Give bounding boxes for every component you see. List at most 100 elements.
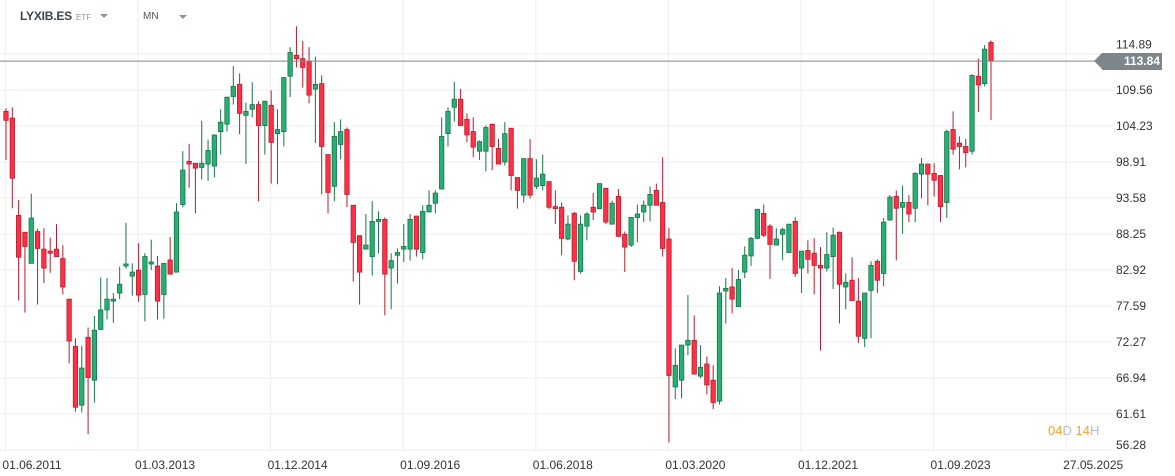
candle-body: [811, 252, 817, 266]
candle-body: [559, 206, 565, 239]
candle-body: [975, 75, 981, 86]
candle-body: [117, 283, 123, 294]
candle-body: [173, 211, 180, 273]
candle-down: [710, 365, 716, 410]
candle-up: [476, 140, 483, 160]
candle-body: [950, 129, 956, 150]
candle-up: [824, 232, 830, 272]
candle-body: [205, 150, 211, 165]
candle-down: [792, 217, 798, 277]
date-tick-label: 01.03.2013: [135, 458, 195, 472]
candle-body: [514, 177, 521, 191]
candle-body: [786, 223, 792, 253]
candle-body: [331, 135, 337, 187]
time-axis[interactable]: 01.06.2011 01.03.2013 01.12.2014 01.09.2016…: [2, 458, 1123, 472]
candle-up: [451, 81, 457, 122]
candle-body: [925, 163, 931, 175]
price-axis[interactable]: 114.89 109.56 104.23 98.91 93.58 88.25 82.92 77…: [1116, 38, 1153, 452]
candle-up: [918, 157, 925, 199]
candle-body: [16, 214, 22, 258]
chevron-down-icon[interactable]: [178, 14, 187, 19]
candle-body: [615, 196, 622, 237]
candle-down: [72, 338, 79, 412]
candle-up: [577, 215, 584, 274]
candle-up: [780, 227, 786, 261]
price-tick-label: 104.23: [1116, 119, 1153, 133]
candle-down: [319, 75, 325, 195]
symbol-name: LYXIB.ES: [20, 9, 72, 23]
candle-body: [609, 202, 615, 225]
candle-down: [691, 315, 697, 375]
chevron-down-icon[interactable]: [100, 14, 109, 18]
candle-down: [458, 89, 464, 126]
candle-body: [571, 212, 577, 262]
candle-up: [129, 263, 135, 296]
candle-up: [91, 316, 97, 403]
candle-down: [925, 163, 931, 206]
candle-up: [685, 295, 691, 356]
candle-body: [596, 183, 603, 210]
candle-body: [66, 298, 72, 342]
candle-body: [685, 339, 691, 346]
candle-down: [666, 228, 672, 443]
candle-body: [458, 98, 464, 126]
candle-body: [451, 98, 457, 108]
candle-body: [691, 339, 697, 375]
candle-body: [489, 123, 495, 147]
candle-body: [420, 210, 426, 253]
candle-down: [167, 236, 173, 275]
date-tick-label: 01.03.2020: [665, 458, 725, 472]
candle-body: [723, 287, 729, 292]
candle-body: [735, 279, 742, 307]
candle-up: [79, 345, 85, 413]
candle-body: [123, 263, 129, 267]
symbol-selector[interactable]: LYXIB.ES ETF: [20, 9, 109, 23]
candle-up: [117, 266, 123, 300]
candle-body: [855, 300, 861, 337]
candle-body: [79, 367, 85, 406]
candle-up: [483, 125, 489, 172]
candle-body: [426, 204, 432, 213]
candle-up: [944, 129, 950, 219]
candle-down: [300, 41, 306, 88]
candle-up: [388, 253, 394, 310]
candle-down: [761, 204, 767, 237]
candle-down: [622, 231, 628, 273]
current-price-tag: 113.84: [1094, 52, 1162, 70]
candle-up: [439, 117, 445, 190]
candle-body: [584, 213, 590, 227]
candle-body: [761, 212, 767, 236]
candle-down: [729, 268, 735, 314]
candle-up: [742, 246, 748, 279]
candle-up: [104, 278, 110, 320]
candle-up: [912, 172, 918, 223]
countdown-hours: 14: [1075, 423, 1090, 438]
timeframe-selector[interactable]: MN: [143, 11, 187, 22]
date-tick-label: 27.05.2025: [1063, 458, 1123, 472]
candle-down: [906, 195, 912, 223]
candle-body: [899, 202, 906, 208]
candle-down: [41, 228, 47, 283]
candle-up: [338, 119, 344, 160]
candle-up: [502, 122, 508, 166]
price-tick-label: 98.91: [1116, 155, 1146, 169]
candle-up: [754, 208, 760, 240]
candle-up: [697, 345, 704, 379]
candle-down: [660, 157, 666, 257]
candle-body: [312, 83, 318, 90]
candle-countdown: 04D 14H: [1048, 423, 1099, 438]
candle-body: [154, 265, 161, 302]
candle-body: [508, 127, 514, 176]
candle-body: [798, 250, 805, 269]
candle-body: [274, 129, 281, 135]
candle-down: [811, 238, 817, 295]
price-tick-label: 114.89: [1116, 38, 1152, 52]
candle-down: [855, 278, 861, 344]
candle-up: [205, 139, 211, 181]
countdown-days-unit: D: [1062, 423, 1072, 438]
candle-body: [268, 104, 274, 143]
candle-body: [533, 177, 539, 187]
candle-body: [161, 262, 167, 295]
candle-body: [413, 215, 420, 250]
